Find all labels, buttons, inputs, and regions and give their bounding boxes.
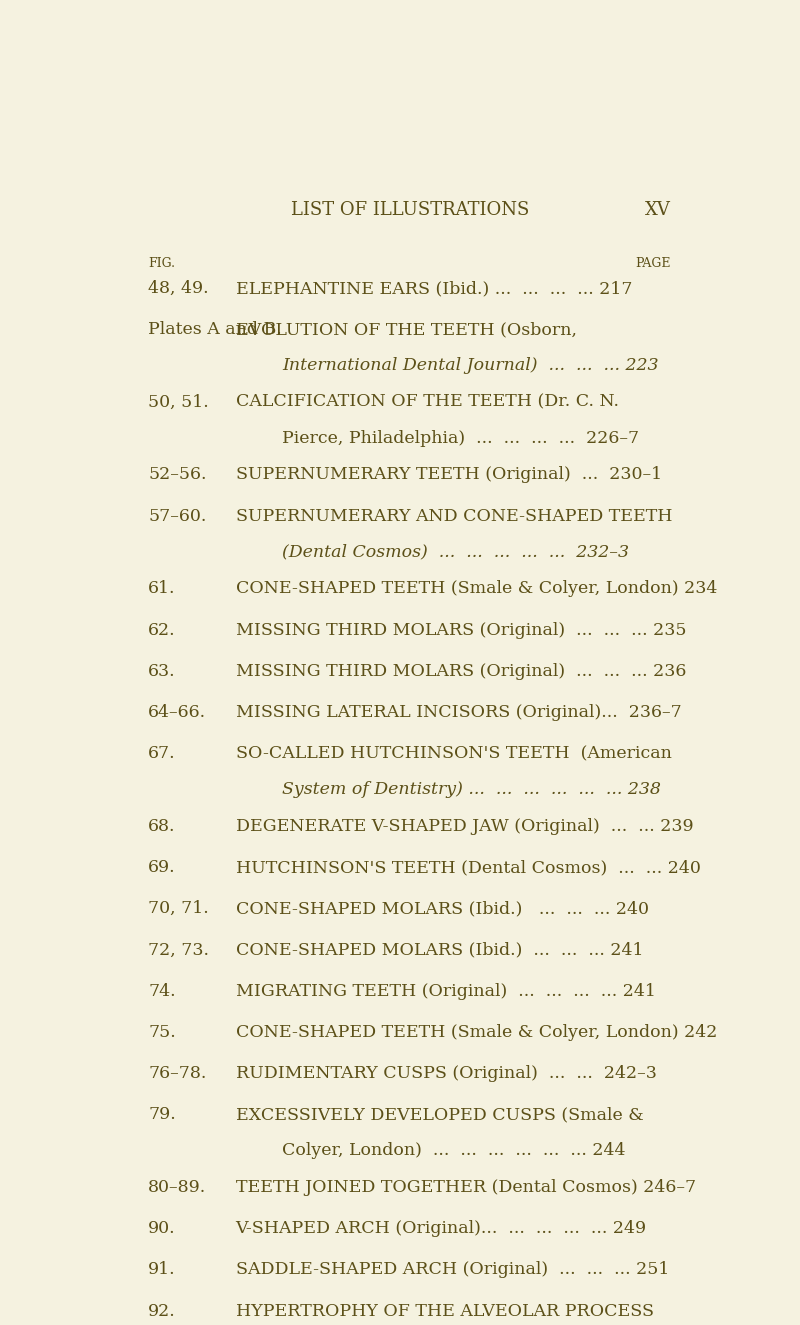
Text: CONE-SHAPED MOLARS (Ibid.)  ...  ...  ... 241: CONE-SHAPED MOLARS (Ibid.) ... ... ... 2… <box>236 942 643 958</box>
Text: Plates A and B.: Plates A and B. <box>148 321 282 338</box>
Text: MISSING THIRD MOLARS (Original)  ...  ...  ... 235: MISSING THIRD MOLARS (Original) ... ... … <box>236 621 686 639</box>
Text: 69.: 69. <box>148 859 176 876</box>
Text: XV: XV <box>645 201 670 220</box>
Text: LIST OF ILLUSTRATIONS: LIST OF ILLUSTRATIONS <box>291 201 529 220</box>
Text: CALCIFICATION OF THE TEETH (Dr. C. N.: CALCIFICATION OF THE TEETH (Dr. C. N. <box>236 394 618 411</box>
Text: TEETH JOINED TOGETHER (Dental Cosmos) 246–7: TEETH JOINED TOGETHER (Dental Cosmos) 24… <box>236 1179 696 1196</box>
Text: HYPERTROPHY OF THE ALVEOLAR PROCESS: HYPERTROPHY OF THE ALVEOLAR PROCESS <box>236 1302 654 1320</box>
Text: 64–66.: 64–66. <box>148 704 206 721</box>
Text: Colyer, London)  ...  ...  ...  ...  ...  ... 244: Colyer, London) ... ... ... ... ... ... … <box>282 1142 626 1159</box>
Text: 75.: 75. <box>148 1024 176 1041</box>
Text: RUDIMENTARY CUSPS (Original)  ...  ...  242–3: RUDIMENTARY CUSPS (Original) ... ... 242… <box>236 1065 657 1083</box>
Text: System of Dentistry) ...  ...  ...  ...  ...  ... 238: System of Dentistry) ... ... ... ... ...… <box>282 780 661 798</box>
Text: SUPERNUMERARY TEETH (Original)  ...  230–1: SUPERNUMERARY TEETH (Original) ... 230–1 <box>236 466 662 484</box>
Text: DEGENERATE V-SHAPED JAW (Original)  ...  ... 239: DEGENERATE V-SHAPED JAW (Original) ... .… <box>236 818 694 835</box>
Text: EXCESSIVELY DEVELOPED CUSPS (Smale &: EXCESSIVELY DEVELOPED CUSPS (Smale & <box>236 1106 643 1124</box>
Text: 61.: 61. <box>148 580 175 598</box>
Text: MISSING LATERAL INCISORS (Original)...  236–7: MISSING LATERAL INCISORS (Original)... 2… <box>236 704 682 721</box>
Text: CONE-SHAPED MOLARS (Ibid.)   ...  ...  ... 240: CONE-SHAPED MOLARS (Ibid.) ... ... ... 2… <box>236 900 649 917</box>
Text: 52–56.: 52–56. <box>148 466 206 484</box>
Text: SADDLE-SHAPED ARCH (Original)  ...  ...  ... 251: SADDLE-SHAPED ARCH (Original) ... ... ..… <box>236 1261 669 1279</box>
Text: 70, 71.: 70, 71. <box>148 900 209 917</box>
Text: International Dental Journal)  ...  ...  ... 223: International Dental Journal) ... ... ..… <box>282 356 658 374</box>
Text: FIG.: FIG. <box>148 257 175 270</box>
Text: EVOLUTION OF THE TEETH (Osborn,: EVOLUTION OF THE TEETH (Osborn, <box>236 321 577 338</box>
Text: MIGRATING TEETH (Original)  ...  ...  ...  ... 241: MIGRATING TEETH (Original) ... ... ... .… <box>236 983 655 999</box>
Text: 62.: 62. <box>148 621 176 639</box>
Text: 79.: 79. <box>148 1106 176 1124</box>
Text: Pierce, Philadelphia)  ...  ...  ...  ...  226–7: Pierce, Philadelphia) ... ... ... ... 22… <box>282 429 639 447</box>
Text: 48, 49.: 48, 49. <box>148 280 209 297</box>
Text: 63.: 63. <box>148 662 176 680</box>
Text: 90.: 90. <box>148 1220 176 1238</box>
Text: 57–60.: 57–60. <box>148 507 206 525</box>
Text: V-SHAPED ARCH (Original)...  ...  ...  ...  ... 249: V-SHAPED ARCH (Original)... ... ... ... … <box>236 1220 646 1238</box>
Text: 80–89.: 80–89. <box>148 1179 206 1196</box>
Text: 72, 73.: 72, 73. <box>148 942 209 958</box>
Text: 92.: 92. <box>148 1302 176 1320</box>
Text: SUPERNUMERARY AND CONE-SHAPED TEETH: SUPERNUMERARY AND CONE-SHAPED TEETH <box>236 507 672 525</box>
Text: CONE-SHAPED TEETH (Smale & Colyer, London) 234: CONE-SHAPED TEETH (Smale & Colyer, Londo… <box>236 580 717 598</box>
Text: (Dental Cosmos)  ...  ...  ...  ...  ...  232–3: (Dental Cosmos) ... ... ... ... ... 232–… <box>282 543 629 560</box>
Text: HUTCHINSON'S TEETH (Dental Cosmos)  ...  ... 240: HUTCHINSON'S TEETH (Dental Cosmos) ... .… <box>236 859 701 876</box>
Text: 76–78.: 76–78. <box>148 1065 206 1083</box>
Text: PAGE: PAGE <box>635 257 670 270</box>
Text: 68.: 68. <box>148 818 175 835</box>
Text: 74.: 74. <box>148 983 176 999</box>
Text: 67.: 67. <box>148 745 176 762</box>
Text: MISSING THIRD MOLARS (Original)  ...  ...  ... 236: MISSING THIRD MOLARS (Original) ... ... … <box>236 662 686 680</box>
Text: SO-CALLED HUTCHINSON'S TEETH  (American: SO-CALLED HUTCHINSON'S TEETH (American <box>236 745 671 762</box>
Text: CONE-SHAPED TEETH (Smale & Colyer, London) 242: CONE-SHAPED TEETH (Smale & Colyer, Londo… <box>236 1024 717 1041</box>
Text: ELEPHANTINE EARS (Ibid.) ...  ...  ...  ... 217: ELEPHANTINE EARS (Ibid.) ... ... ... ...… <box>236 280 632 297</box>
Text: 91.: 91. <box>148 1261 176 1279</box>
Text: 50, 51.: 50, 51. <box>148 394 209 411</box>
